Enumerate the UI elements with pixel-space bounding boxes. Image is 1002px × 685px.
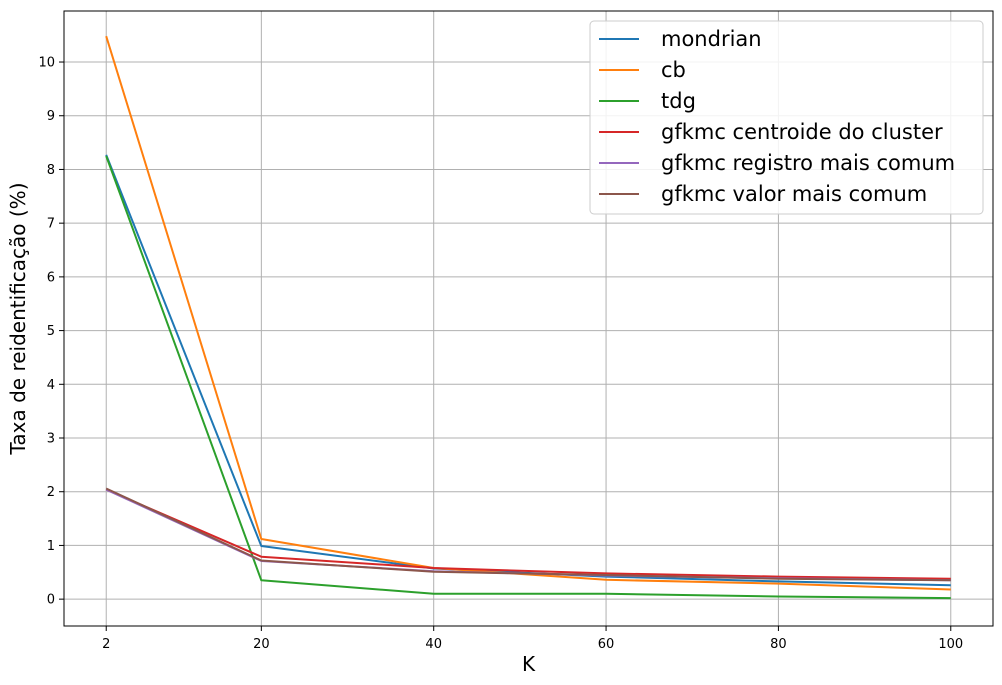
series-line-2 [105, 155, 951, 600]
legend-box [589, 20, 984, 215]
legend-label: cb [661, 58, 686, 82]
legend-label: gfkmc valor mais comum [661, 182, 927, 206]
y-tick-label: 8 [47, 163, 55, 178]
x-axis-label: K [522, 652, 536, 676]
x-tick-label: 60 [598, 637, 615, 652]
y-tick-label: 9 [47, 109, 55, 124]
y-tick-label: 6 [47, 270, 55, 285]
y-tick-label: 0 [47, 593, 55, 608]
legend-label: tdg [661, 89, 696, 113]
y-tick-label: 10 [38, 56, 55, 71]
y-tick-label: 1 [47, 539, 55, 554]
legend: mondrian cb tdg gfkmc centroide do cluster g… [589, 20, 984, 215]
series-line-3 [105, 488, 951, 580]
legend-label: gfkmc registro mais comum [661, 151, 955, 175]
y-axis-ticks: 0 1 2 3 4 5 6 7 8 9 10 [38, 56, 64, 608]
y-tick-label: 3 [47, 432, 55, 447]
y-tick-label: 7 [47, 217, 55, 232]
x-tick-label: 2 [102, 637, 110, 652]
y-tick-label: 2 [47, 485, 55, 500]
x-tick-label: 20 [253, 637, 270, 652]
legend-label: gfkmc centroide do cluster [661, 120, 943, 144]
x-tick-label: 40 [425, 637, 442, 652]
y-tick-label: 4 [47, 378, 55, 393]
y-axis-label: Taxa de reidentificação (%) [6, 183, 30, 456]
x-tick-label: 80 [770, 637, 787, 652]
x-tick-label: 100 [938, 637, 963, 652]
plot-area-frame [63, 10, 994, 627]
series-line-0 [105, 154, 951, 587]
x-axis-ticks: 2 20 40 60 80 100 [102, 626, 963, 652]
series-lines [105, 35, 951, 600]
legend-label: mondrian [661, 27, 762, 51]
y-tick-label: 5 [47, 324, 55, 339]
series-line-5 [105, 487, 951, 582]
